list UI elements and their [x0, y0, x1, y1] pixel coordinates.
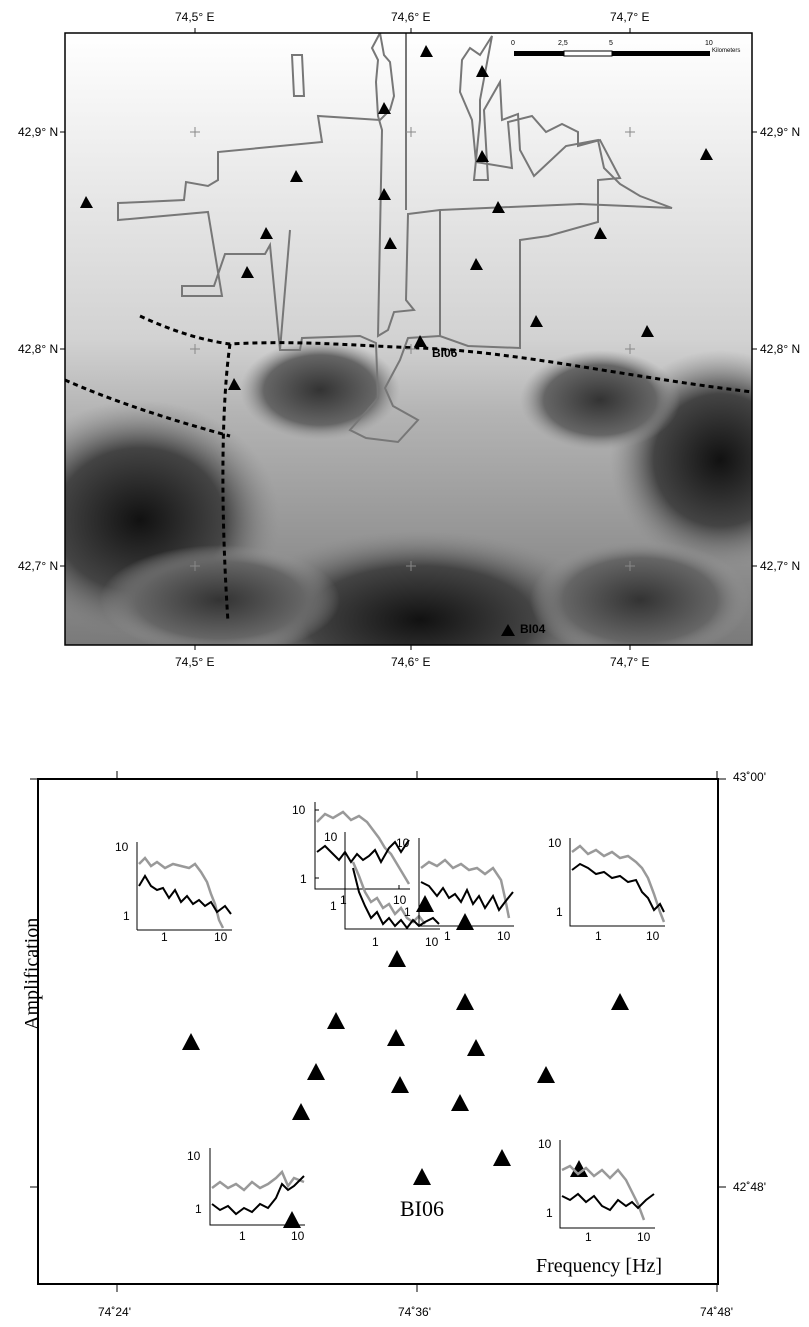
- inset-tick: 10: [538, 1137, 552, 1151]
- lon-label-bottom: 74,5° E: [175, 655, 215, 669]
- bottom-lon-label: 74˚24': [98, 1305, 131, 1319]
- mountain-shade: [530, 540, 750, 645]
- inset-tick: 10: [214, 930, 228, 944]
- lon-label-top: 74,5° E: [175, 10, 215, 24]
- inset-tick: 1: [546, 1206, 553, 1220]
- inset-plot-right-top: [418, 838, 514, 927]
- inset-tick: 1: [340, 893, 347, 907]
- inset-tick: 1: [372, 935, 379, 949]
- bottom-station-label-bi06: BI06: [400, 1196, 444, 1221]
- inset-plot-left: [136, 842, 232, 931]
- lat-label-left: 42,9° N: [18, 125, 59, 139]
- scale-unit: Kilometers: [712, 48, 741, 54]
- bottom-lat-label: 43˚00': [733, 770, 766, 784]
- inset-tick: 10: [187, 1149, 201, 1163]
- inset-tick: 10: [548, 836, 562, 850]
- lat-label-left: 42,8° N: [18, 342, 59, 356]
- inset-tick: 1: [239, 1229, 246, 1243]
- inset-tick: 10: [646, 929, 660, 943]
- inset-tick: 10: [291, 1229, 305, 1243]
- x-axis-label: Frequency [Hz]: [536, 1255, 663, 1277]
- lon-label-top: 74,7° E: [610, 10, 650, 24]
- lon-label-top: 74,6° E: [391, 10, 431, 24]
- inset-tick: 1: [444, 929, 451, 943]
- inset-tick: 10: [324, 830, 338, 844]
- map-frame: [64, 32, 753, 646]
- scale-tick: 5: [609, 40, 613, 47]
- inset-tick: 10: [637, 1230, 651, 1244]
- map-ticks: [60, 28, 757, 650]
- inset-tick: 10: [497, 929, 511, 943]
- mountain-shade: [240, 340, 400, 440]
- bottom-lon-label: 74˚36': [398, 1305, 431, 1319]
- bottom-map-ticks: [30, 771, 726, 1292]
- lat-label-left: 42,7° N: [18, 559, 59, 573]
- inset-plot-far-right: [569, 838, 666, 927]
- inset-tick: 10: [292, 803, 306, 817]
- station-label-bi04: BI04: [520, 622, 546, 636]
- inset-tick: 1: [300, 872, 307, 886]
- mountain-shade: [520, 350, 680, 450]
- station-label-bi06: BI06: [432, 346, 458, 360]
- fault-lines: [65, 314, 752, 623]
- inset-tick: 1: [556, 905, 563, 919]
- bottom-lon-label: 74˚48': [700, 1305, 733, 1319]
- lat-label-right: 42,8° N: [760, 342, 801, 356]
- scale-tick: 2,5: [558, 40, 568, 47]
- mountain-shade: [100, 545, 340, 645]
- top-map: [60, 28, 757, 650]
- inset-tick: 1: [330, 899, 337, 913]
- lon-label-bottom: 74,6° E: [391, 655, 431, 669]
- scale-bar: [514, 50, 710, 57]
- inset-tick: 10: [115, 840, 129, 854]
- scale-tick: 0: [511, 40, 515, 47]
- bottom-lat-label: 42˚48': [733, 1180, 766, 1194]
- inset-tick: 1: [161, 930, 168, 944]
- inset-plot-center: [344, 832, 440, 930]
- grid-crosses: [190, 127, 635, 571]
- inset-tick: 1: [585, 1230, 592, 1244]
- bottom-stations: [182, 895, 629, 1228]
- y-axis-label: Amplification: [21, 917, 43, 1030]
- lat-label-right: 42,9° N: [760, 125, 801, 139]
- inset-tick: 1: [595, 929, 602, 943]
- inset-tick: 1: [195, 1202, 202, 1216]
- city-boundary: [117, 33, 673, 444]
- lon-label-bottom: 74,7° E: [610, 655, 650, 669]
- inset-tick: 10: [393, 893, 407, 907]
- bottom-map-frame: [37, 778, 719, 1285]
- stations: [80, 45, 713, 636]
- lat-label-right: 42,7° N: [760, 559, 801, 573]
- inset-tick: 10: [396, 836, 410, 850]
- inset-plot-bottom-left: [209, 1148, 305, 1226]
- inset-tick: 1: [404, 905, 411, 919]
- inset-tick: 10: [425, 935, 439, 949]
- inset-plot-bottom-right: [559, 1140, 655, 1229]
- scale-tick: 10: [705, 40, 713, 47]
- inset-tick: 1: [123, 909, 130, 923]
